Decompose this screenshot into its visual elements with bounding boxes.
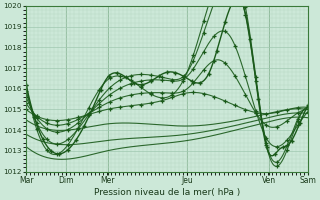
X-axis label: Pression niveau de la mer( hPa ): Pression niveau de la mer( hPa ): [94, 188, 240, 197]
